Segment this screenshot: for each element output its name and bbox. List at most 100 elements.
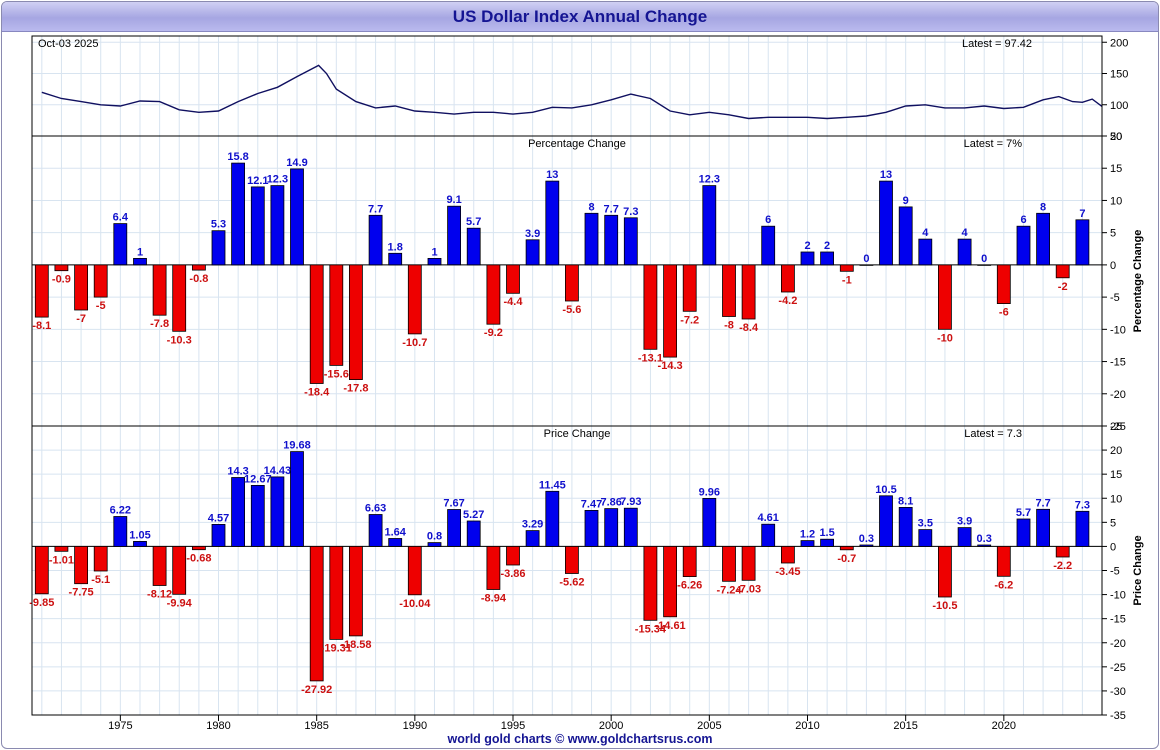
data-label-percentage: -18.4 <box>304 387 330 399</box>
data-label-price-change: -2.2 <box>1053 560 1072 572</box>
x-tick-label: 2010 <box>795 720 819 732</box>
bar-price-change <box>938 546 952 598</box>
bar-price-change <box>54 546 69 552</box>
data-label-price-change: -0.7 <box>837 553 856 565</box>
data-label-price-change: -14.61 <box>654 620 685 632</box>
data-label-percentage: 5.3 <box>211 219 226 231</box>
y-tick-label: -15 <box>1110 357 1126 369</box>
data-label-price-change: -6.2 <box>994 579 1013 591</box>
data-label-percentage: 3.9 <box>525 228 540 240</box>
y-tick-label: 20 <box>1110 445 1122 457</box>
bar-price-change <box>918 529 933 547</box>
data-label-price-change: 19.68 <box>283 440 311 452</box>
bar-price-change <box>211 524 226 547</box>
bar-price-change <box>682 546 697 578</box>
data-label-percentage: -9.2 <box>484 327 503 339</box>
data-label-percentage: 15.8 <box>227 151 248 163</box>
footer-credit: world gold charts © www.goldchartsrus.co… <box>447 732 713 746</box>
bar-percentage <box>93 264 108 298</box>
bar-percentage <box>957 238 972 266</box>
bar-price-change <box>270 476 285 547</box>
data-label-price-change: -7.03 <box>736 583 761 595</box>
data-label-percentage: -5 <box>96 300 106 312</box>
bar-price-change <box>977 544 992 547</box>
data-label-price-change: -9.94 <box>167 597 193 609</box>
data-label-price-change: 7.67 <box>443 498 464 510</box>
title-bar: US Dollar Index Annual Change <box>2 2 1158 32</box>
bar-price-change <box>93 546 108 572</box>
data-label-percentage: -0.9 <box>52 274 71 286</box>
date-label: Oct-03 2025 <box>38 38 99 50</box>
bar-price-change <box>741 546 756 581</box>
data-label-percentage: -17.8 <box>343 383 368 395</box>
data-label-price-change: 5.27 <box>463 509 484 521</box>
data-label-percentage: -15.6 <box>324 368 349 380</box>
latest-label-percentage: Latest = 7% <box>964 138 1023 150</box>
bar-price-change <box>133 541 147 547</box>
y-tick-label: 150 <box>1110 69 1128 81</box>
data-label-price-change: -5.1 <box>91 574 110 586</box>
y-tick-label: 15 <box>1110 163 1122 175</box>
data-label-price-change: -3.86 <box>500 568 525 580</box>
bar-percentage <box>486 264 501 325</box>
bar-price-change <box>898 506 913 547</box>
data-label-price-change: -3.45 <box>775 566 800 578</box>
chart-title: US Dollar Index Annual Change <box>452 7 708 26</box>
data-label-price-change: 9.96 <box>699 486 720 498</box>
bar-percentage <box>761 225 776 266</box>
data-label-percentage: 9.1 <box>446 194 461 206</box>
y-tick-label: -25 <box>1110 662 1126 674</box>
data-label-price-change: -0.68 <box>186 553 211 565</box>
data-label-price-change: -10.5 <box>932 600 957 612</box>
bar-price-change <box>604 508 619 547</box>
bar-percentage <box>781 264 795 293</box>
data-label-price-change: 7.86 <box>600 497 621 509</box>
data-label-price-change: -7.75 <box>69 587 94 599</box>
bar-price-change <box>1075 510 1090 547</box>
bar-price-change <box>309 546 324 682</box>
data-label-percentage: 6 <box>1020 214 1026 226</box>
bar-price-change <box>623 507 638 547</box>
data-label-price-change: 0.3 <box>859 533 874 545</box>
data-label-percentage: -10.7 <box>402 337 427 349</box>
data-label-price-change: 0.8 <box>427 531 442 543</box>
bar-percentage <box>113 223 128 266</box>
bar-percentage <box>290 168 304 266</box>
data-label-price-change: 11.45 <box>539 479 566 491</box>
data-label-price-change: 8.1 <box>898 495 913 507</box>
dollar-index-line <box>41 64 1103 120</box>
data-label-percentage: -1 <box>842 274 852 286</box>
bar-percentage <box>977 264 992 266</box>
bar-price-change <box>486 546 501 590</box>
data-label-percentage: 6 <box>765 214 771 226</box>
data-label-percentage: -4.2 <box>778 295 797 307</box>
bar-price-change <box>113 516 128 547</box>
bar-percentage <box>565 264 579 302</box>
latest-label-price-change: Latest = 7.3 <box>964 428 1022 440</box>
x-tick-label: 1990 <box>403 720 427 732</box>
bar-percentage <box>1055 264 1070 279</box>
bar-price-change <box>388 538 403 547</box>
bar-percentage <box>938 264 952 330</box>
data-label-price-change: -10.04 <box>399 598 431 610</box>
data-label-percentage: -5.6 <box>562 304 581 316</box>
bar-percentage <box>545 180 560 266</box>
data-label-price-change: -8.94 <box>481 593 507 605</box>
y-tick-label: 5 <box>1110 517 1116 529</box>
data-label-percentage: 14.9 <box>286 157 307 169</box>
y-tick-label: -5 <box>1110 292 1120 304</box>
bar-percentage <box>682 264 697 312</box>
panel-title-percentage: Percentage Change <box>528 138 626 150</box>
data-label-percentage: -7 <box>76 313 86 325</box>
bar-price-change <box>172 546 187 595</box>
bar-percentage <box>447 205 462 266</box>
bar-percentage <box>996 264 1011 304</box>
data-label-percentage: 7.7 <box>368 203 383 215</box>
data-label-percentage: 13 <box>880 169 892 181</box>
data-label-percentage: 8 <box>1040 201 1046 213</box>
data-label-percentage: 0 <box>981 253 987 265</box>
bar-percentage <box>54 264 69 272</box>
bar-price-change <box>525 530 540 547</box>
